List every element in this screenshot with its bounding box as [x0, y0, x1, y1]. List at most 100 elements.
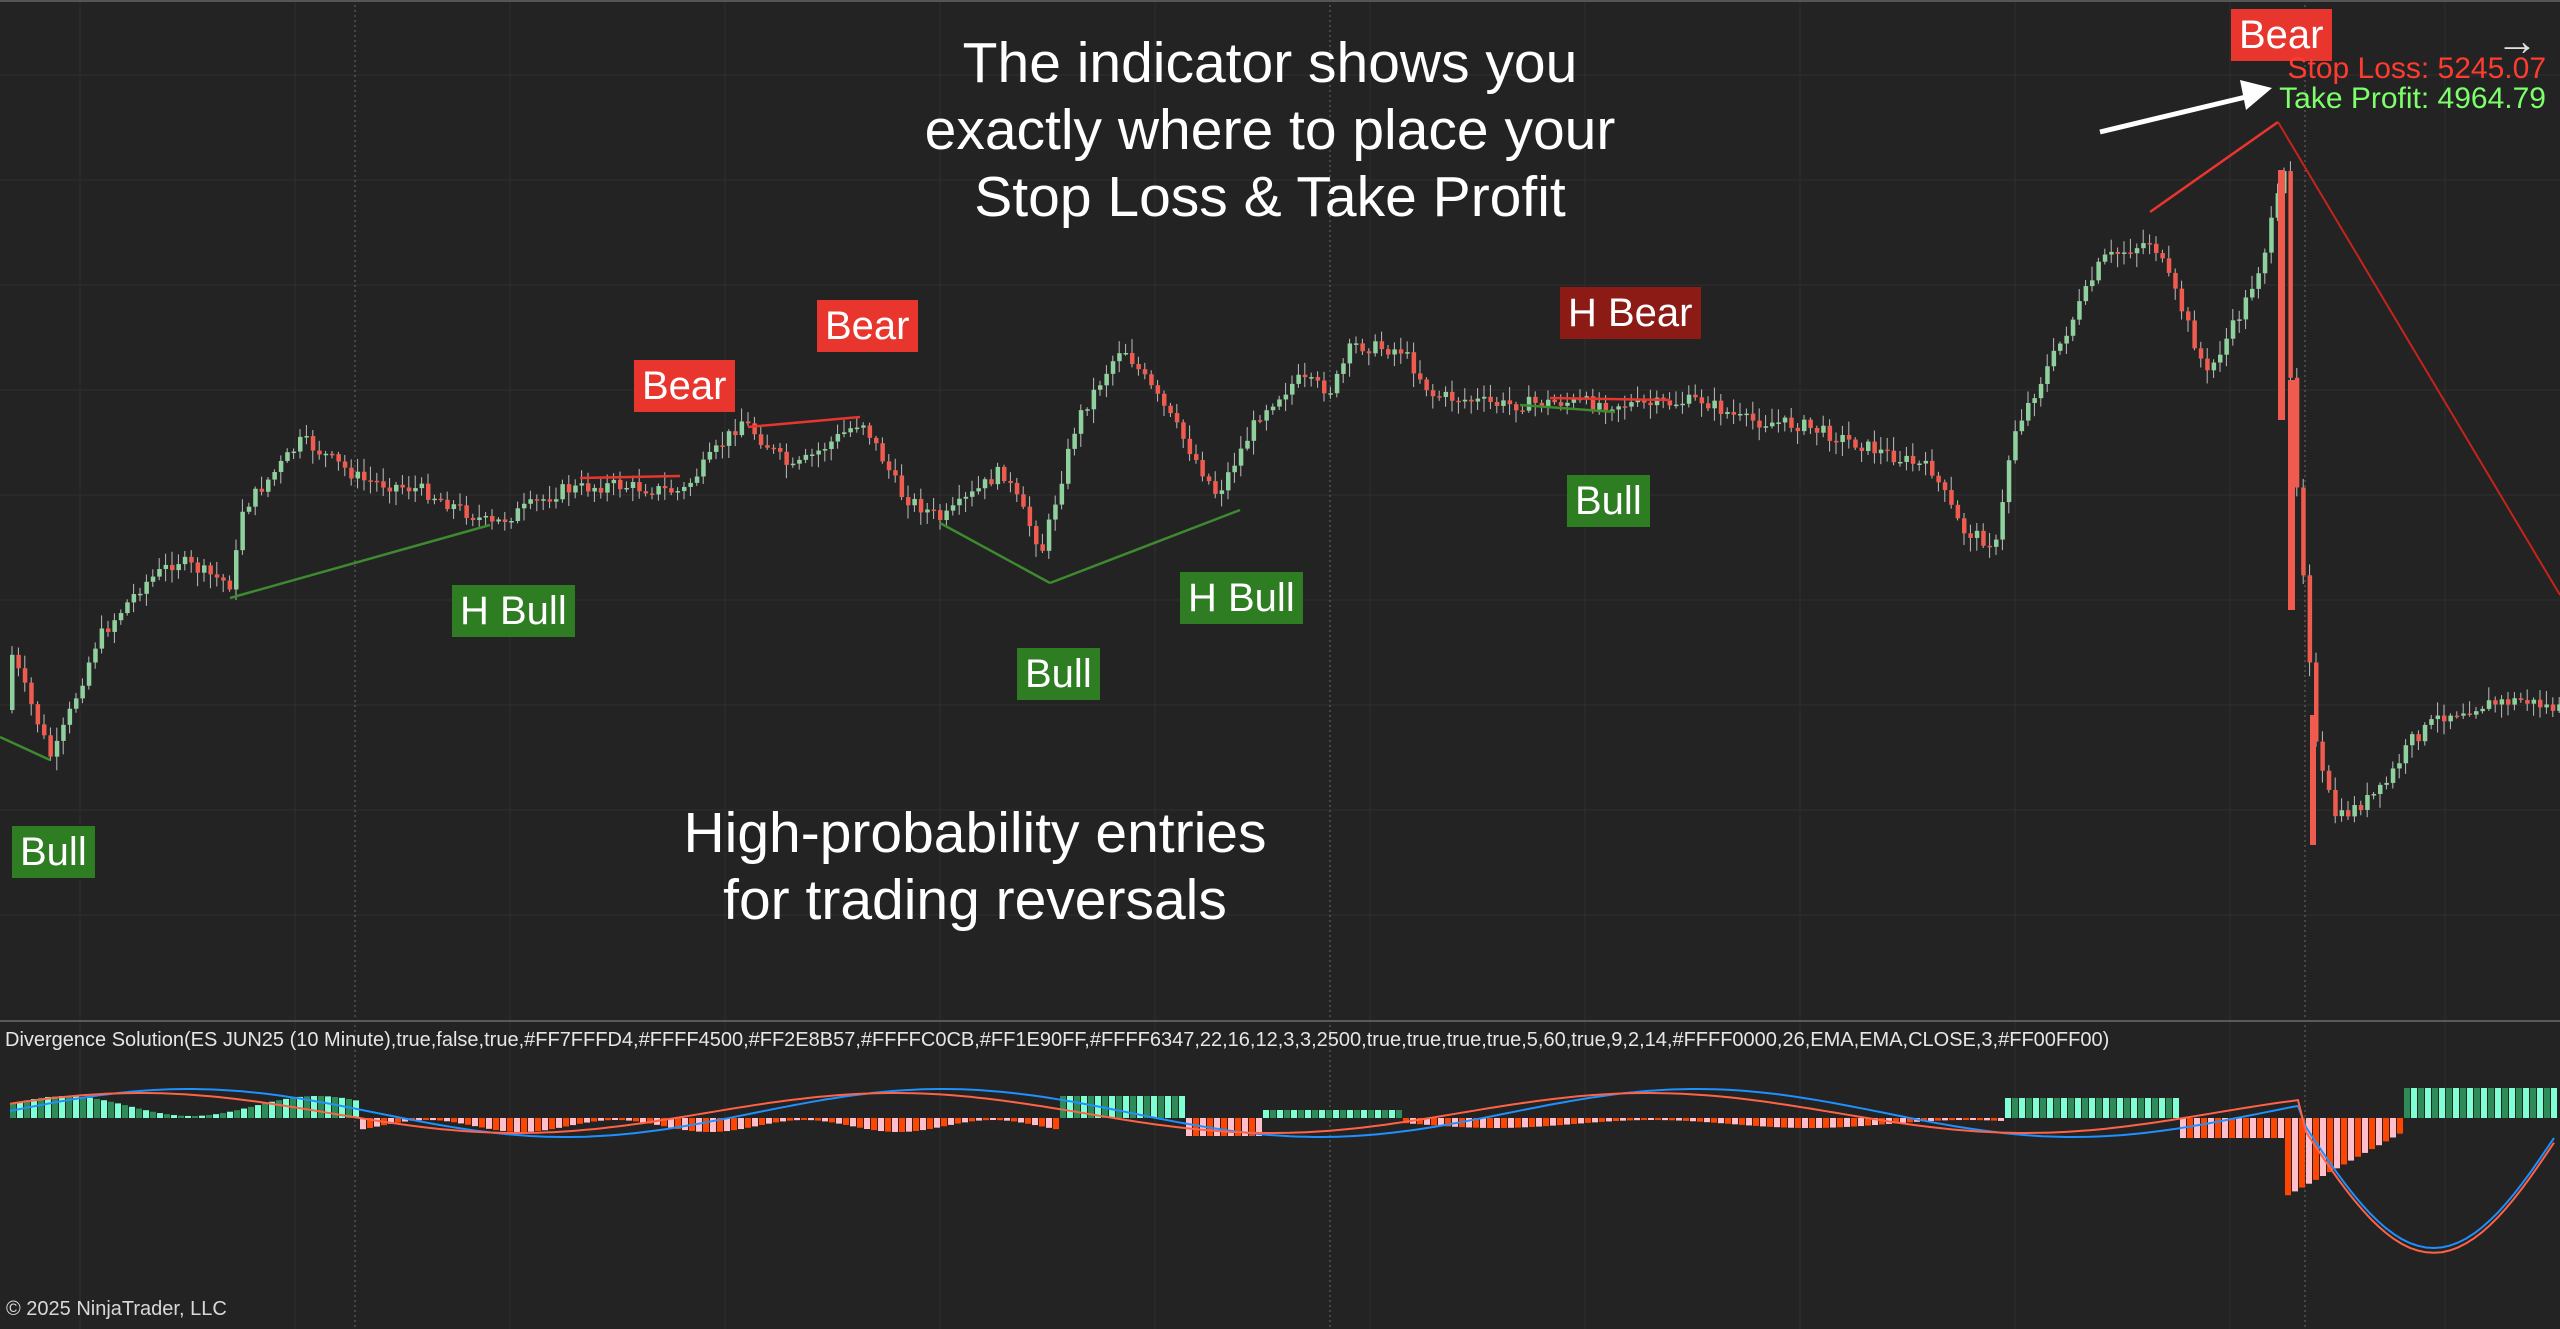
- candle-body: [1859, 447, 1865, 451]
- histogram-bar: [1788, 1118, 1794, 1128]
- signal-label-bull[interactable]: Bull: [1567, 475, 1650, 527]
- candle-body: [246, 506, 252, 512]
- bull-divergence-line: [1049, 508, 1241, 585]
- histogram-bar: [598, 1118, 604, 1121]
- histogram-bar: [339, 1097, 345, 1118]
- histogram-bar: [1130, 1096, 1136, 1118]
- signal-label-bear[interactable]: Bear: [2231, 9, 2332, 61]
- histogram-bar: [1396, 1110, 1402, 1118]
- candle-body: [1296, 374, 1301, 384]
- histogram-bar: [1697, 1118, 1703, 1122]
- histogram-bar: [80, 1096, 86, 1118]
- candle-body: [304, 436, 309, 438]
- candle-body: [2128, 252, 2133, 254]
- candle-body: [2275, 193, 2281, 218]
- candle-body: [541, 499, 546, 501]
- histogram-bar: [815, 1118, 821, 1121]
- histogram-bar: [346, 1099, 352, 1118]
- candle-body: [970, 491, 975, 497]
- candle-body: [2198, 348, 2204, 359]
- histogram-bar: [1431, 1118, 1437, 1126]
- candle-body: [1014, 482, 1020, 495]
- signal-label-bull[interactable]: Bull: [12, 826, 95, 878]
- candle-body: [2339, 810, 2345, 817]
- candle-body: [1379, 341, 1385, 350]
- histogram-bar: [164, 1114, 170, 1118]
- take-profit-projection-line: [2277, 121, 2560, 596]
- signal-label-bear[interactable]: Bear: [634, 360, 735, 412]
- candle-body: [349, 467, 354, 479]
- histogram-bar: [1578, 1118, 1584, 1124]
- candle-body: [1974, 530, 1980, 538]
- histogram-bar: [1732, 1118, 1738, 1125]
- candle-body: [1341, 363, 1346, 374]
- histogram-bar: [1466, 1118, 1472, 1128]
- candle-body: [1456, 400, 1461, 403]
- candle-body: [2346, 810, 2351, 817]
- histogram-bar: [1403, 1118, 1409, 1124]
- signal-label-bear[interactable]: Bear: [817, 300, 918, 352]
- candle-body: [112, 620, 117, 632]
- signal-label-hidden-bull[interactable]: H Bull: [1180, 572, 1303, 624]
- histogram-bar: [1809, 1118, 1815, 1128]
- histogram-bar: [1683, 1118, 1689, 1121]
- histogram-bar: [59, 1096, 65, 1118]
- candle-body: [880, 443, 885, 462]
- candle-body: [688, 482, 693, 487]
- candle-body: [810, 454, 815, 456]
- histogram-bar: [577, 1118, 583, 1124]
- candle-body: [784, 451, 789, 465]
- candle-body: [1130, 353, 1135, 365]
- candle-body: [1878, 449, 1884, 454]
- candle-body: [1782, 417, 1788, 423]
- histogram-bar: [850, 1118, 856, 1127]
- candle-body: [208, 565, 213, 575]
- candle-body: [342, 461, 348, 468]
- candle-body: [227, 580, 233, 590]
- candle-body: [387, 487, 393, 492]
- pointer-arrow-shaft: [2099, 93, 2251, 135]
- candle-body: [362, 471, 367, 481]
- histogram-bar: [843, 1118, 849, 1125]
- candle-body: [2365, 795, 2370, 810]
- candle-body: [848, 428, 853, 433]
- histogram-bar: [2355, 1118, 2361, 1157]
- candle-body: [1674, 404, 1679, 407]
- signal-label-bull[interactable]: Bull: [1017, 648, 1100, 700]
- histogram-bar: [1634, 1118, 1640, 1121]
- histogram-bar: [1354, 1110, 1360, 1118]
- signal-label-hidden-bull[interactable]: H Bull: [452, 585, 575, 637]
- candle-body: [54, 740, 60, 757]
- candle-body: [1181, 422, 1186, 439]
- candle-body: [2461, 713, 2466, 716]
- histogram-bar: [2222, 1118, 2228, 1138]
- scroll-right-arrow-icon[interactable]: →: [2496, 17, 2538, 64]
- histogram-bar: [1046, 1118, 1052, 1128]
- histogram-bar: [136, 1108, 142, 1118]
- histogram-bar: [1725, 1118, 1731, 1124]
- signal-label-hidden-bear[interactable]: H Bear: [1560, 287, 1701, 339]
- candle-body: [714, 445, 719, 452]
- candle-body: [163, 564, 169, 570]
- candle-body: [182, 556, 188, 565]
- histogram-bar: [1816, 1118, 1822, 1128]
- candle-body: [2467, 713, 2473, 715]
- candle-body: [2531, 699, 2537, 704]
- histogram-bar: [2509, 1088, 2515, 1118]
- candle-body: [1834, 440, 1839, 443]
- histogram-bar: [1592, 1118, 1598, 1123]
- histogram-bar: [1907, 1118, 1913, 1123]
- histogram-bar: [52, 1096, 58, 1118]
- histogram-bar: [2047, 1098, 2053, 1118]
- bear-divergence-line: [747, 415, 861, 429]
- candle-body: [2141, 243, 2146, 249]
- histogram-bar: [1025, 1118, 1031, 1124]
- candle-body: [643, 491, 649, 494]
- candle-body: [2250, 288, 2255, 298]
- candle-body: [1219, 490, 1225, 494]
- histogram-bar: [325, 1096, 331, 1118]
- histogram-bar: [2131, 1098, 2137, 1118]
- candle-body: [118, 613, 124, 621]
